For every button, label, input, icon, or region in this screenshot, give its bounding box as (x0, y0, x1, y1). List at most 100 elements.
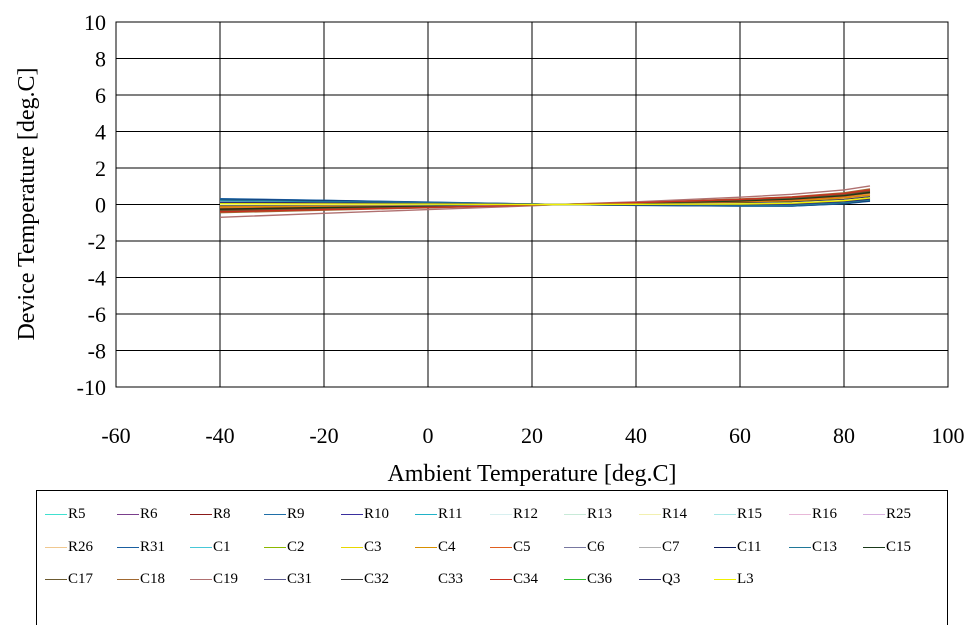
legend-item-c32: C32 (341, 569, 389, 589)
y-tick-label: -10 (77, 375, 106, 400)
legend-label: R11 (438, 505, 463, 522)
legend-label: R14 (662, 505, 688, 522)
y-axis-title: Device Temperature [deg.C] (14, 67, 40, 340)
legend-swatch (45, 578, 67, 580)
legend-label: C13 (812, 538, 838, 555)
legend-item-c17: C17 (45, 569, 93, 589)
legend-label: C32 (364, 570, 390, 587)
legend-swatch (639, 546, 661, 548)
legend-swatch (190, 546, 212, 548)
legend-label: C4 (438, 538, 456, 555)
legend-label: C11 (737, 538, 762, 555)
legend-label: C2 (287, 538, 305, 555)
legend-swatch (639, 513, 661, 515)
y-tick-label: -8 (88, 339, 106, 364)
legend-item-c31: C31 (264, 569, 312, 589)
legend-label: C6 (587, 538, 605, 555)
legend-item-c36: C36 (564, 569, 612, 589)
x-tick-label: 0 (423, 423, 434, 448)
y-tick-label: 2 (95, 156, 106, 181)
legend-item-r5: R5 (45, 504, 86, 524)
legend-swatch (117, 546, 139, 548)
legend-label: C31 (287, 570, 313, 587)
legend-swatch (341, 546, 363, 548)
y-tick-label: -6 (88, 302, 106, 327)
legend-swatch (415, 513, 437, 515)
legend-swatch (45, 513, 67, 515)
legend-label: R25 (886, 505, 912, 522)
legend-label: C19 (213, 570, 239, 587)
legend-item-c11: C11 (714, 537, 761, 557)
legend-swatch (490, 513, 512, 515)
x-tick-label: 20 (521, 423, 543, 448)
x-tick-label: -60 (101, 423, 130, 448)
legend-label: C18 (140, 570, 166, 587)
legend-label: R10 (364, 505, 390, 522)
legend-swatch (863, 513, 885, 515)
legend-item-c19: C19 (190, 569, 238, 589)
legend-label: C15 (886, 538, 912, 555)
legend-item-c15: C15 (863, 537, 911, 557)
y-tick-label: 4 (95, 120, 106, 145)
legend-item-c34: C34 (490, 569, 538, 589)
legend-item-c5: C5 (490, 537, 531, 557)
legend-item-c6: C6 (564, 537, 605, 557)
legend-item-q3: Q3 (639, 569, 680, 589)
legend-label: C33 (438, 570, 464, 587)
legend-label: C34 (513, 570, 539, 587)
y-tick-label: 10 (84, 10, 106, 35)
legend-swatch (789, 513, 811, 515)
legend-label: R12 (513, 505, 539, 522)
legend-item-r11: R11 (415, 504, 462, 524)
legend-item-c18: C18 (117, 569, 165, 589)
legend-label: Q3 (662, 570, 681, 587)
legend-swatch (190, 513, 212, 515)
legend-item-l3: L3 (714, 569, 754, 589)
legend-swatch (341, 578, 363, 580)
plot-frame (115, 21, 949, 388)
legend-swatch (639, 578, 661, 580)
legend-swatch (714, 578, 736, 580)
y-tick-label: 6 (95, 83, 106, 108)
legend-label: R15 (737, 505, 763, 522)
legend-swatch (789, 546, 811, 548)
legend-item-c13: C13 (789, 537, 837, 557)
legend-swatch (264, 546, 286, 548)
x-tick-label: 60 (729, 423, 751, 448)
legend-label: C7 (662, 538, 680, 555)
legend-item-r12: R12 (490, 504, 538, 524)
legend: R5 R6 R8 R9 R10 R11 R12 R13 R14 R15 R16 R25 R26 R31 C1… (36, 490, 948, 625)
legend-item-c1: C1 (190, 537, 231, 557)
legend-item-c4: C4 (415, 537, 456, 557)
y-tick-label: 8 (95, 47, 106, 72)
legend-item-r14: R14 (639, 504, 687, 524)
legend-swatch (45, 546, 67, 548)
legend-item-c3: C3 (341, 537, 382, 557)
legend-swatch (564, 513, 586, 515)
legend-swatch (863, 546, 885, 548)
legend-swatch (490, 546, 512, 548)
legend-item-r16: R16 (789, 504, 837, 524)
legend-swatch (415, 578, 437, 580)
series-line-c34 (219, 189, 871, 213)
legend-swatch (490, 578, 512, 580)
legend-label: R6 (140, 505, 158, 522)
legend-label: R26 (68, 538, 94, 555)
series-layer (219, 185, 871, 218)
legend-label: R9 (287, 505, 305, 522)
legend-label: R13 (587, 505, 613, 522)
legend-swatch (117, 513, 139, 515)
legend-label: C5 (513, 538, 531, 555)
legend-swatch (564, 546, 586, 548)
legend-item-r10: R10 (341, 504, 389, 524)
legend-item-r15: R15 (714, 504, 762, 524)
legend-swatch (714, 546, 736, 548)
legend-item-r6: R6 (117, 504, 158, 524)
legend-item-c7: C7 (639, 537, 680, 557)
legend-swatch (714, 513, 736, 515)
legend-swatch (117, 578, 139, 580)
legend-item-r26: R26 (45, 537, 93, 557)
y-tick-label: -2 (88, 229, 106, 254)
legend-label: C1 (213, 538, 231, 555)
